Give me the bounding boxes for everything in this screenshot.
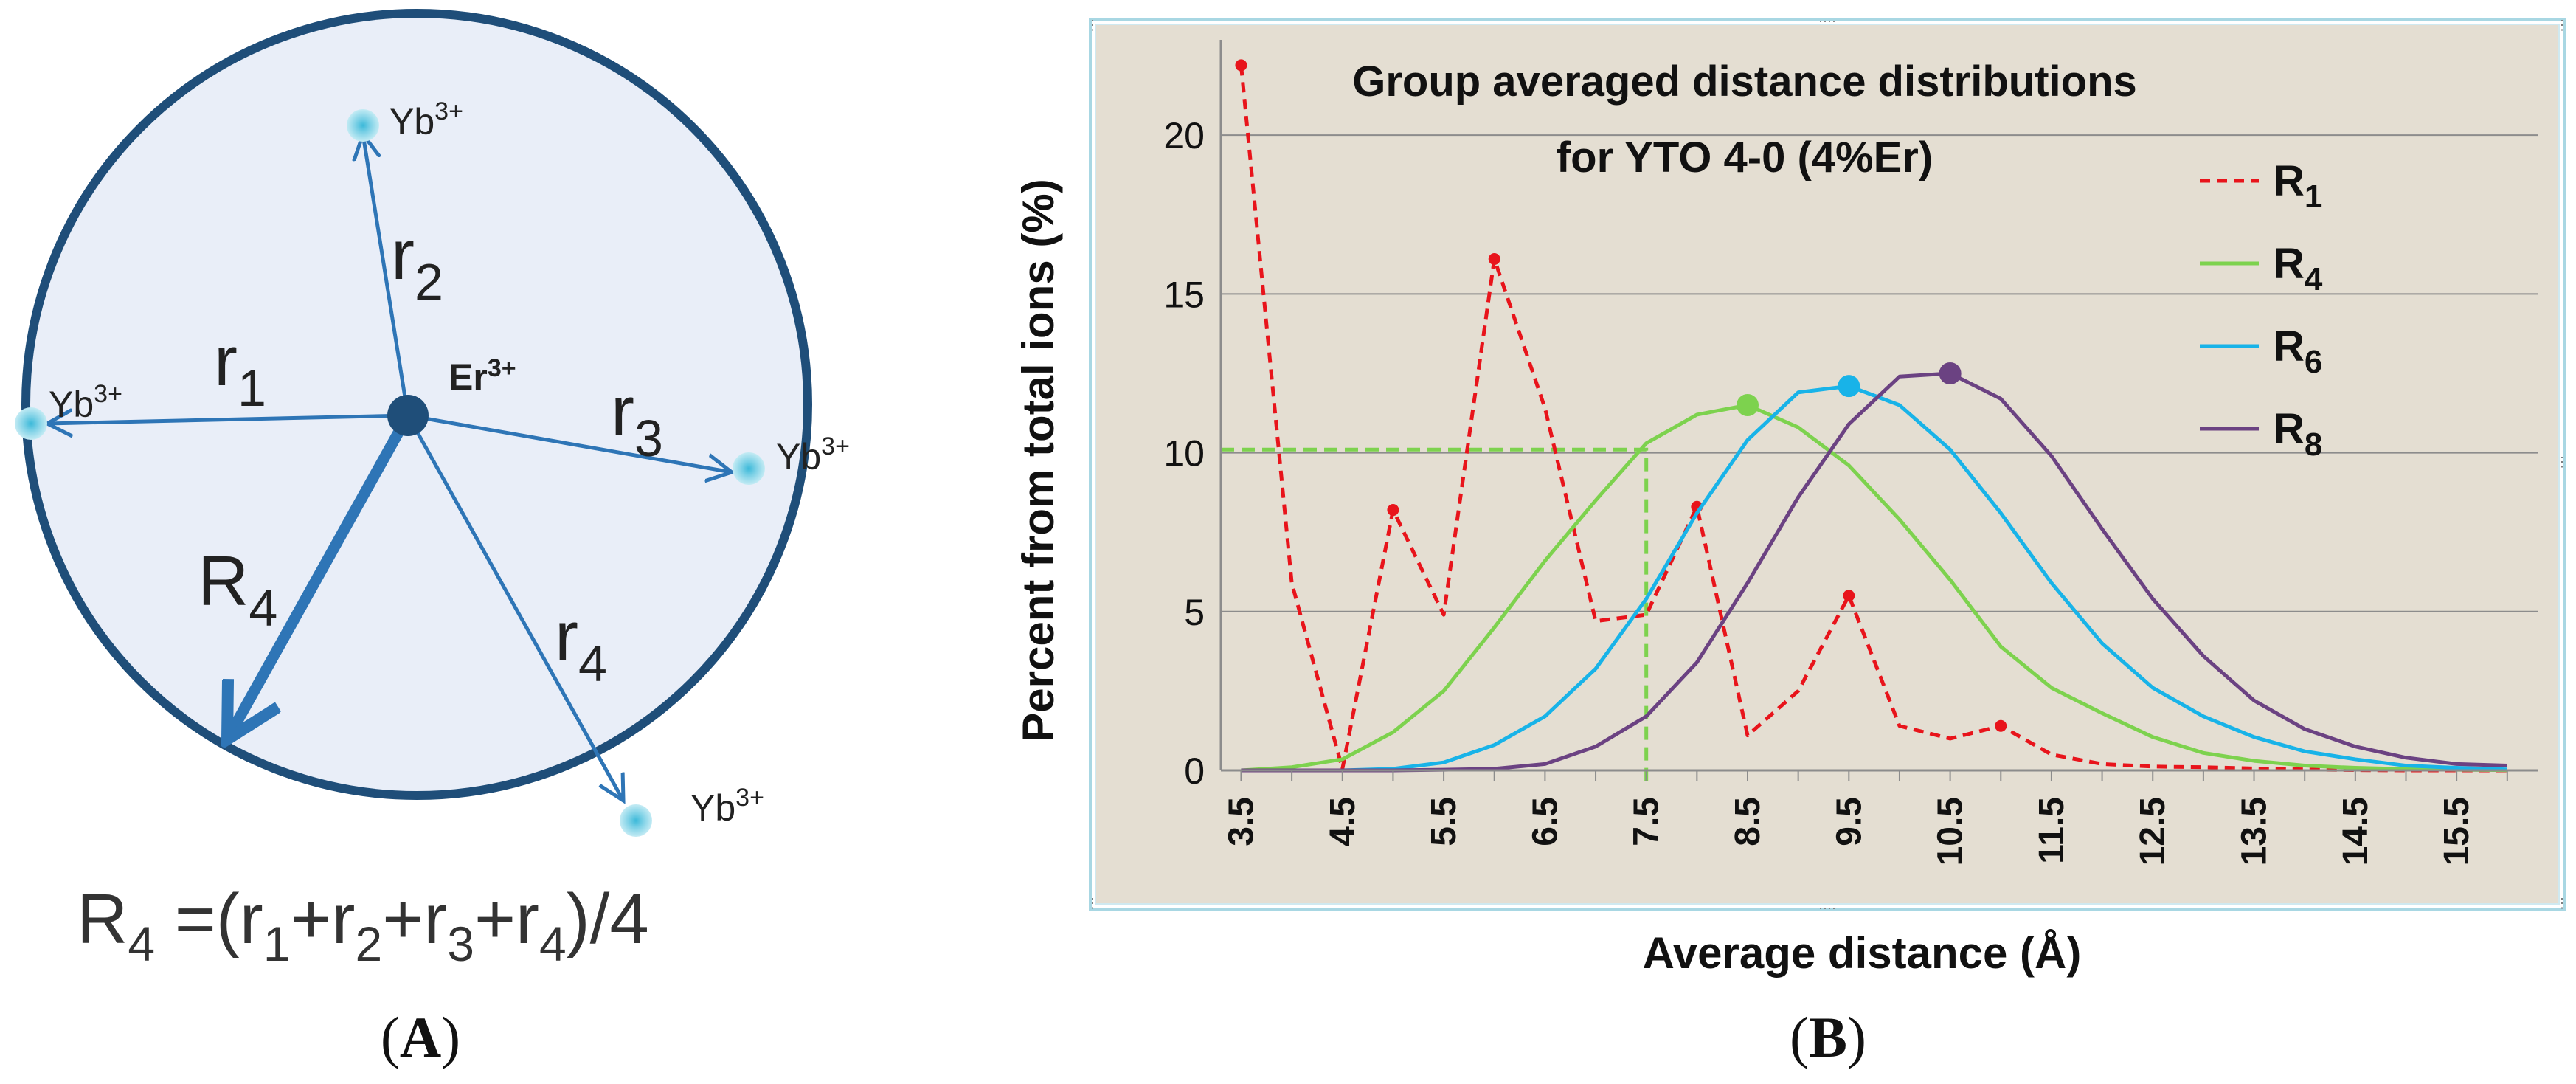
x-tick-label: 3.5 <box>1222 797 1261 846</box>
ion-label-top: Yb3+ <box>389 97 463 142</box>
data-point-marker <box>1939 362 1962 384</box>
legend-entry: R4 <box>2274 240 2323 297</box>
ion-label-right: Yb3+ <box>776 432 850 477</box>
x-tick-label: 11.5 <box>2032 797 2071 864</box>
legend-entry: R6 <box>2274 322 2322 380</box>
dashed-guide-line <box>1221 447 1649 782</box>
y-tick-label: 5 <box>1184 592 1205 633</box>
series-line-r6 <box>1241 384 2507 773</box>
vector-r2-arrow <box>363 134 410 416</box>
x-tick-label: 8.5 <box>1728 797 1767 846</box>
legend-entry: R8 <box>2274 405 2322 463</box>
data-point-marker <box>1235 59 1247 72</box>
x-tick-label: 7.5 <box>1627 797 1666 846</box>
panel-a-diagram: Yb3+ Yb3+ Yb3+ Yb3+ Er3+ r1 r2 r3 r4 R4 … <box>15 9 850 1069</box>
vector-r3-arrow <box>407 413 732 472</box>
caption-b: (B) <box>1790 1005 1866 1069</box>
chart-legend: R1 R4 R6 R8 <box>2200 157 2323 463</box>
frame-handle-corner-br: ⋮ <box>2555 896 2569 911</box>
series-line-r4 <box>1241 403 2507 773</box>
ytterbium-ion-top <box>347 109 379 142</box>
erbium-label: Er3+ <box>449 354 516 398</box>
frame-handle-corner-tl: ⋮ <box>1086 18 1099 32</box>
data-point-marker <box>1387 504 1399 517</box>
chart-axes <box>1219 40 2538 781</box>
vector-R4-arrow <box>227 412 413 739</box>
data-point-marker <box>1838 375 1860 398</box>
vector-r4-arrow <box>406 414 623 801</box>
ion-label-left: Yb3+ <box>49 380 122 425</box>
vector-label-r3: r3 <box>611 372 663 467</box>
formula: R4 =(r1+r2+r3+r4)/4 <box>77 880 649 971</box>
x-tick-label: 4.5 <box>1323 797 1363 846</box>
panel-b-chart: ···· ···· ⋮ ⋮ ⋮ ⋮ ⋮ 0 5 10 15 20 3.5 4.5 5.5 6.5… <box>1014 13 2569 1069</box>
x-tick-label: 12.5 <box>2133 797 2172 866</box>
x-tick-label: 5.5 <box>1424 797 1464 846</box>
data-point-marker <box>1737 394 1759 416</box>
x-tick-label: 14.5 <box>2336 797 2375 866</box>
y-tick-label: 10 <box>1163 433 1205 474</box>
x-tick-label: 10.5 <box>1931 797 1970 866</box>
y-tick-label: 20 <box>1163 115 1205 156</box>
vector-label-R4: R4 <box>198 542 277 637</box>
chart-annotation-guides <box>1221 447 1649 782</box>
y-tick-label: 15 <box>1163 274 1205 315</box>
x-tick-label: 13.5 <box>2235 797 2274 866</box>
x-tick-label: 6.5 <box>1526 797 1565 846</box>
ytterbium-ion-right <box>733 452 765 485</box>
x-axis-label: Average distance (Å) <box>1643 928 2082 978</box>
y-tick-label: 0 <box>1184 750 1205 792</box>
data-point-marker <box>1995 719 2007 732</box>
vector-label-r1: r1 <box>214 322 266 417</box>
x-tick-label: 9.5 <box>1829 797 1869 846</box>
frame-handle-corner-bl: ⋮ <box>1086 896 1099 911</box>
ion-label-bottom: Yb3+ <box>690 784 764 829</box>
legend-entry: R1 <box>2274 157 2322 215</box>
vector-r1-arrow <box>47 415 409 424</box>
chart-series-layer <box>1235 59 2507 773</box>
chart-frame-inner <box>1095 24 2560 905</box>
frame-handle-right: ⋮ <box>2555 455 2569 469</box>
y-axis-label: Percent from total ions (%) <box>1014 179 1063 742</box>
vector-label-r4: r4 <box>555 597 607 692</box>
chart-tick-labels: 0 5 10 15 20 3.5 4.5 5.5 6.5 7.5 8.5 9.5 10.5 11.5 12.… <box>1163 115 2476 866</box>
chart-subtitle: for YTO 4-0 (4%Er) <box>1557 134 1933 182</box>
data-point-marker <box>1488 253 1500 265</box>
caption-a: (A) <box>381 1005 460 1069</box>
frame-handle-bottom: ···· <box>1818 900 1836 915</box>
chart-title: Group averaged distance distributions <box>1352 58 2137 106</box>
ytterbium-ion-left <box>15 407 47 440</box>
ytterbium-ion-bottom <box>620 804 652 837</box>
frame-handle-corner-tr: ⋮ <box>2555 18 2569 32</box>
x-tick-label: 15.5 <box>2437 797 2476 866</box>
data-point-marker <box>1843 590 1855 602</box>
frame-handle-top: ···· <box>1818 13 1836 28</box>
series-line-r1 <box>1239 65 2507 773</box>
erbium-ion <box>387 395 429 436</box>
vector-label-r2: r2 <box>391 215 443 311</box>
